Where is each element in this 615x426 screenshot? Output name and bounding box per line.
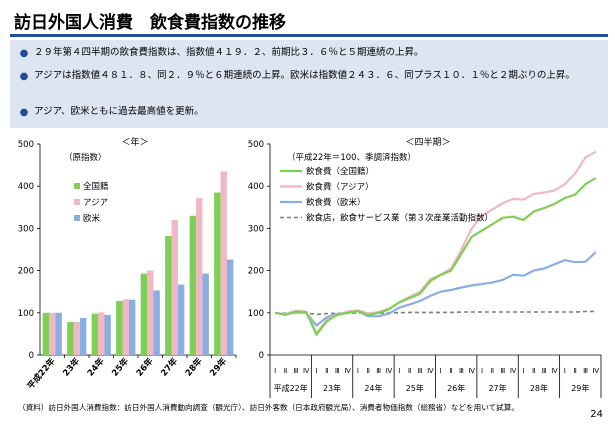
quarter-label-6: Ⅲ <box>335 367 340 375</box>
line-chart-unit-note: （平成22年＝100、季調済指数） <box>287 152 416 163</box>
quarter-label-7: Ⅳ <box>344 367 351 375</box>
quarter-label-20: Ⅰ <box>481 367 483 375</box>
y-tick-label-3: 300 <box>248 224 264 234</box>
quarter-label-25: Ⅱ <box>532 367 535 375</box>
quarterly-line-chart: ＜四半期＞（平成22年＝100、季調済指数）0100200300400500Ⅰ Ⅱ… <box>0 0 615 426</box>
legend-label-飲食費（アジア）: 飲食費（アジア） <box>306 182 374 193</box>
y-tick-label-0: 0 <box>259 351 264 361</box>
quarter-label-30: Ⅲ <box>583 367 588 375</box>
quarter-label-22: Ⅲ <box>500 367 505 375</box>
line-chart-header: ＜四半期＞ <box>405 136 450 148</box>
quarter-label-4: Ⅰ <box>316 367 318 375</box>
quarter-label-13: Ⅱ <box>408 367 411 375</box>
quarter-label-31: Ⅳ <box>593 367 600 375</box>
year-label-4: 26年 <box>447 383 465 393</box>
quarter-label-1: Ⅱ <box>284 367 287 375</box>
quarter-label-11: Ⅳ <box>386 367 393 375</box>
legend-label-飲食費（全国籍）: 飲食費（全国籍） <box>306 166 374 177</box>
year-label-2: 24年 <box>364 383 382 393</box>
year-label-3: 25年 <box>406 383 424 393</box>
quarter-label-26: Ⅲ <box>542 367 547 375</box>
footnote: （資料）訪日外国人消費指数：訪日外国人消費動向調査（観光庁）、訪日外客数（日本政… <box>18 402 519 413</box>
quarter-label-14: Ⅲ <box>418 367 423 375</box>
y-tick-label-1: 100 <box>248 309 264 319</box>
year-label-5: 27年 <box>488 383 506 393</box>
series-line-飲食店，飲食サービス業（第３次産業活動指数） <box>275 312 596 315</box>
quarter-label-3: Ⅳ <box>303 367 310 375</box>
quarter-label-17: Ⅱ <box>449 367 452 375</box>
y-tick-label-2: 200 <box>248 267 264 277</box>
quarter-label-2: Ⅲ <box>293 367 298 375</box>
quarter-label-29: Ⅱ <box>573 367 576 375</box>
y-tick-label-5: 500 <box>248 140 264 150</box>
year-label-0: 平成22年 <box>274 383 308 393</box>
quarter-label-10: Ⅲ <box>376 367 381 375</box>
y-tick-label-4: 400 <box>248 182 264 192</box>
quarter-label-15: Ⅳ <box>427 367 434 375</box>
year-label-1: 23年 <box>323 383 341 393</box>
quarter-label-8: Ⅰ <box>357 367 359 375</box>
quarter-label-18: Ⅲ <box>459 367 464 375</box>
quarter-label-19: Ⅳ <box>468 367 475 375</box>
quarter-label-21: Ⅱ <box>491 367 494 375</box>
legend-label-飲食費（欧米）: 飲食費（欧米） <box>306 197 366 208</box>
series-line-飲食費（アジア） <box>275 152 596 333</box>
year-label-6: 28年 <box>530 383 548 393</box>
legend-label-飲食店，飲食サービス業（第３次産業活動指数）: 飲食店，飲食サービス業（第３次産業活動指数） <box>306 213 493 224</box>
quarter-label-27: Ⅳ <box>551 367 558 375</box>
year-label-7: 29年 <box>571 383 589 393</box>
quarter-label-9: Ⅱ <box>367 367 370 375</box>
series-line-飲食費（欧米） <box>275 252 596 325</box>
quarter-label-28: Ⅰ <box>564 367 566 375</box>
page-number: 24 <box>590 409 603 420</box>
quarter-label-16: Ⅰ <box>440 367 442 375</box>
quarter-label-5: Ⅱ <box>325 367 328 375</box>
quarter-label-12: Ⅰ <box>398 367 400 375</box>
quarter-label-0: Ⅰ <box>274 367 276 375</box>
quarter-label-23: Ⅳ <box>510 367 517 375</box>
quarter-label-24: Ⅰ <box>522 367 524 375</box>
